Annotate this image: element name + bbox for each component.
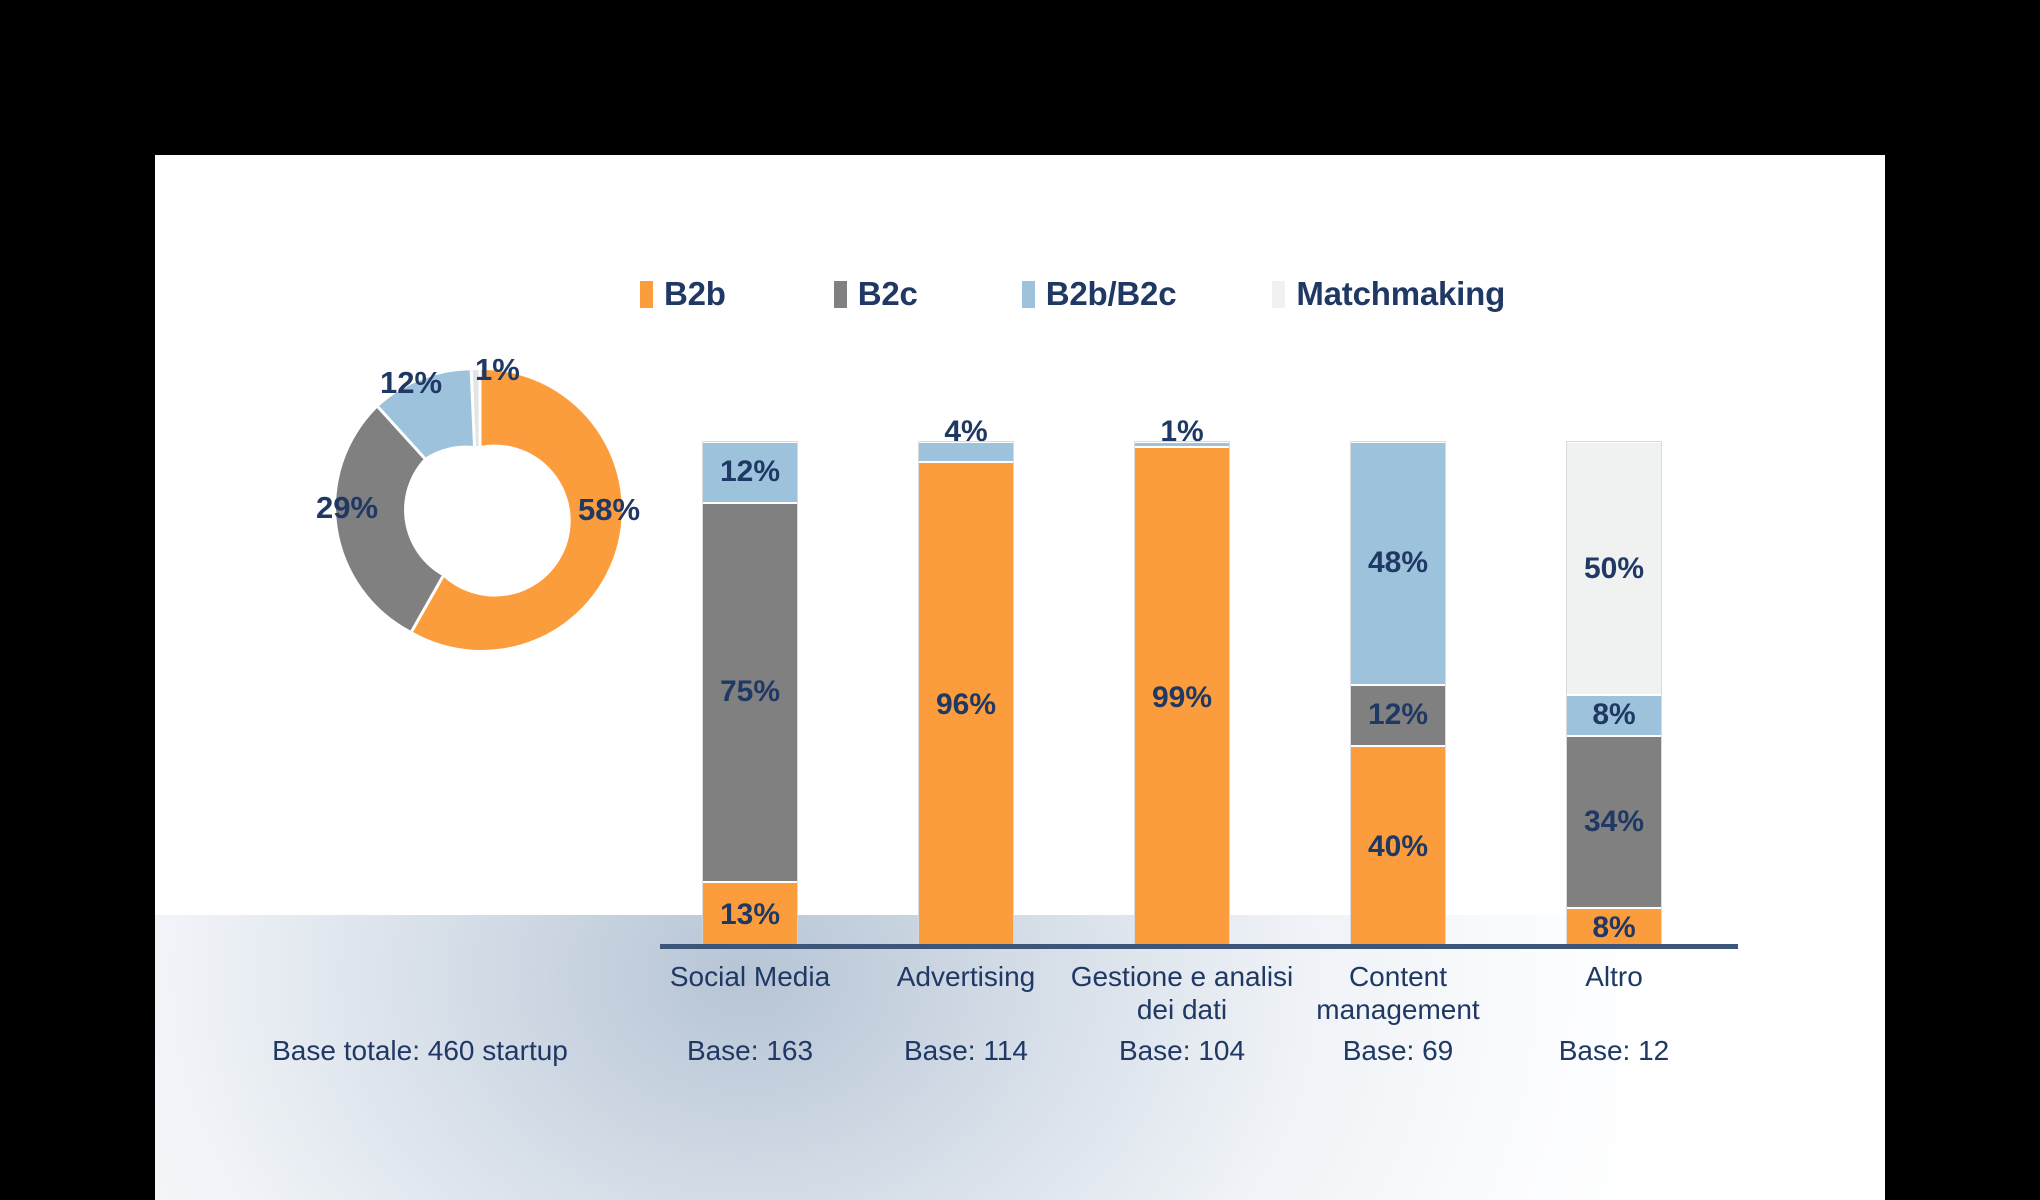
bar-column-advertising: 4% 96% [876,400,1056,948]
category-label-line1: Content [1348,961,1448,992]
bar-stack: 12% 75% 13% [703,442,797,948]
legend-item-b2b[interactable]: B2b [640,275,726,313]
legend-item-label: B2b [664,275,726,312]
base-label-advertising: Base: 114 [903,1035,1029,1066]
bar-column-social-media: 12% 75% 13% [660,400,840,948]
bar-stack: 1% 99% [1135,417,1229,948]
legend-item-b2b-b2c[interactable]: B2b/B2c [1021,275,1177,313]
donut-value-b2b-b2c: 12% [380,365,443,400]
legend-square-icon [833,280,847,308]
bar-segment-value: 13% [719,898,781,932]
base-label-content-management: Base: 69 [1342,1035,1454,1066]
chart-legend: B2b B2c B2b/B2c Matchmaking [640,275,1505,313]
donut-base-caption: Base totale: 460 startup [272,1035,568,1066]
donut-chart: 58% 29% 12% 1% [300,330,660,690]
bar-stack: 50% 8% 34% 8% [1567,442,1661,948]
category-label-line1: Gestione e analisi [1070,961,1294,992]
bar-segment-value: 75% [719,675,781,709]
donut-slice-b2b-b2c[interactable] [378,370,475,459]
bar-segment-value: 4% [944,415,988,449]
category-label-line1: Advertising [896,961,1036,992]
category-label-gestione-analisi-dati: Gestione e analisi dei dati [1067,960,1297,1026]
stacked-bar-chart: 12% 75% 13% 4% 96% [660,400,1740,948]
legend-item-b2c[interactable]: B2c [833,275,918,313]
bar-segment-b2b-b2c[interactable]: 8% [1567,695,1661,736]
base-label-social-media: Base: 163 [686,1035,814,1066]
bar-segment-b2c[interactable]: 34% [1567,735,1661,908]
legend-square-icon [1272,280,1286,308]
bar-segment-b2c[interactable]: 12% [1351,684,1445,746]
bar-segment-b2b[interactable]: 8% [1567,907,1661,948]
base-label-altro: Base: 12 [1558,1035,1670,1066]
bar-stack: 4% 96% [919,417,1013,948]
bar-segment-b2b[interactable]: 40% [1351,745,1445,948]
bar-stack: 48% 12% 40% [1351,442,1445,948]
legend-square-icon [1021,280,1035,308]
category-label-advertising: Advertising [851,960,1081,993]
donut-chart-svg [336,369,622,650]
category-axis-labels: Social Media Advertising Gestione e anal… [660,960,1740,1040]
bar-segment-value: 8% [1592,910,1636,944]
chart-axis-line [660,944,1738,949]
donut-slice-separators [376,370,482,632]
bar-segment-matchmaking[interactable]: 50% [1567,442,1661,696]
bar-column-gestione-analisi-dati: 1% 99% [1092,400,1272,948]
bar-column-content-management: 48% 12% 40% [1308,400,1488,948]
legend-item-label: B2b/B2c [1045,275,1177,312]
bar-segment-b2b[interactable]: 13% [703,882,797,948]
bar-segment-b2b-b2c[interactable]: 4% [919,417,1013,463]
bar-segment-value: 12% [719,455,781,489]
category-label-line1: Altro [1585,961,1643,992]
category-label-line1: Social Media [669,961,831,992]
donut-slice-b2b[interactable] [411,369,622,650]
legend-square-icon [640,280,653,308]
bar-segment-value: 48% [1367,546,1429,580]
bar-segment-value: 40% [1367,829,1429,863]
donut-value-b2b: 58% [578,492,641,527]
bar-segment-value: 8% [1592,698,1636,732]
bar-column-altro: 50% 8% 34% 8% [1524,400,1704,948]
donut-value-matchmaking: 1% [475,352,520,387]
bar-segment-b2b[interactable]: 96% [919,462,1013,948]
bar-segment-value: 99% [1151,680,1213,714]
base-label-gestione-analisi-dati: Base: 104 [1118,1035,1246,1066]
category-label-line2: management [1316,994,1480,1026]
bar-segment-value: 12% [1367,698,1429,732]
bar-segment-b2c[interactable]: 75% [703,502,797,883]
bar-segment-b2b[interactable]: 99% [1135,447,1229,948]
category-label-line2: dei dati [1136,994,1228,1026]
donut-value-b2c: 29% [316,490,379,525]
donut-slice-b2c[interactable] [336,406,443,632]
bar-segment-value: 34% [1583,804,1645,838]
bar-segment-b2b-b2c[interactable]: 12% [703,442,797,503]
base-size-labels: Base: 163 Base: 114 Base: 104 Base: 69 B… [660,1035,1740,1085]
bar-segment-value: 96% [935,688,997,722]
category-label-social-media: Social Media [635,960,865,993]
legend-item-matchmaking[interactable]: Matchmaking [1272,275,1505,313]
legend-item-label: Matchmaking [1296,275,1506,312]
bar-segment-value: 50% [1583,551,1645,585]
category-label-content-management: Content management [1283,960,1513,1026]
bar-segment-b2b-b2c[interactable]: 1% [1135,417,1229,448]
bar-segment-value: 1% [1160,415,1204,449]
legend-item-label: B2c [857,275,918,312]
category-label-altro: Altro [1499,960,1729,993]
bar-segment-b2b-b2c[interactable]: 48% [1351,442,1445,685]
